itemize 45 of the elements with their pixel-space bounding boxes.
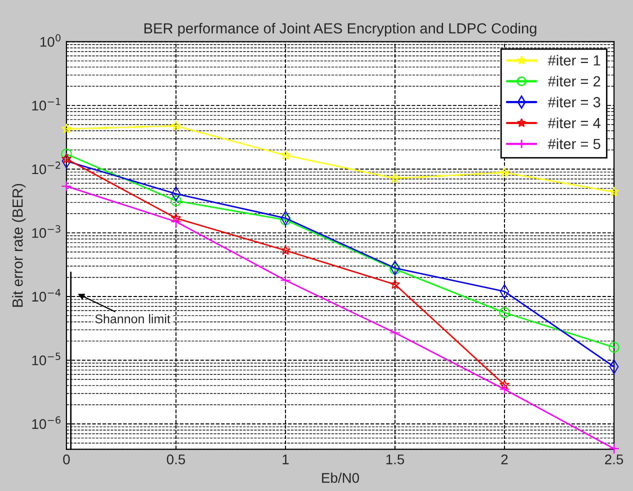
x-tick-label: 1	[282, 454, 289, 464]
point	[499, 384, 510, 395]
point	[608, 342, 620, 353]
point	[390, 327, 400, 338]
point	[280, 274, 291, 286]
y-axis-title: Bit error rate (BER)	[12, 184, 26, 307]
y-tick-label: 10$^{−4}$	[32, 289, 61, 302]
point	[280, 245, 291, 255]
legend-label: #iter = 1	[548, 54, 600, 66]
point	[280, 150, 291, 160]
point	[390, 264, 400, 274]
point	[608, 186, 620, 196]
x-tick-label: 2	[501, 454, 508, 464]
point	[61, 180, 72, 192]
point	[170, 216, 182, 227]
legend-label: #iter = 4	[548, 118, 600, 128]
point	[390, 279, 400, 289]
y-tick-label: 10$^{−1}$	[32, 98, 60, 111]
chart-title: BER performance of Joint AES Encryption and LDPC Coding	[144, 22, 536, 36]
point	[170, 120, 182, 130]
y-tick-label: 10$^{−3}$	[32, 225, 60, 238]
point	[61, 123, 72, 134]
x-tick-label: 1.5	[386, 454, 404, 464]
point	[499, 166, 510, 177]
x-tick-label: 0	[63, 454, 70, 464]
annotation: Shannon limit	[95, 314, 170, 324]
point	[499, 380, 510, 390]
point	[280, 214, 291, 226]
point	[61, 148, 72, 160]
legend-label: #iter = 5	[548, 138, 600, 150]
x-tick-label: 0.5	[166, 454, 186, 464]
legend-label: #iter = 3	[548, 96, 600, 108]
x-axis-title: Eb/N0	[322, 472, 359, 483]
point	[390, 172, 400, 183]
y-tick-label: 10$^{−6}$	[32, 416, 60, 429]
point	[608, 443, 620, 454]
y-tick-label: 10$^{0}$	[40, 34, 61, 47]
x-tick-label: 2.5	[605, 454, 624, 464]
point	[499, 307, 510, 318]
point	[61, 153, 72, 164]
y-tick-label: 10$^{−5}$	[32, 352, 60, 366]
point	[170, 195, 182, 206]
point	[170, 212, 182, 223]
legend-label: #iter = 2	[548, 76, 600, 86]
y-tick-label: 10$^{−2}$	[32, 162, 60, 174]
